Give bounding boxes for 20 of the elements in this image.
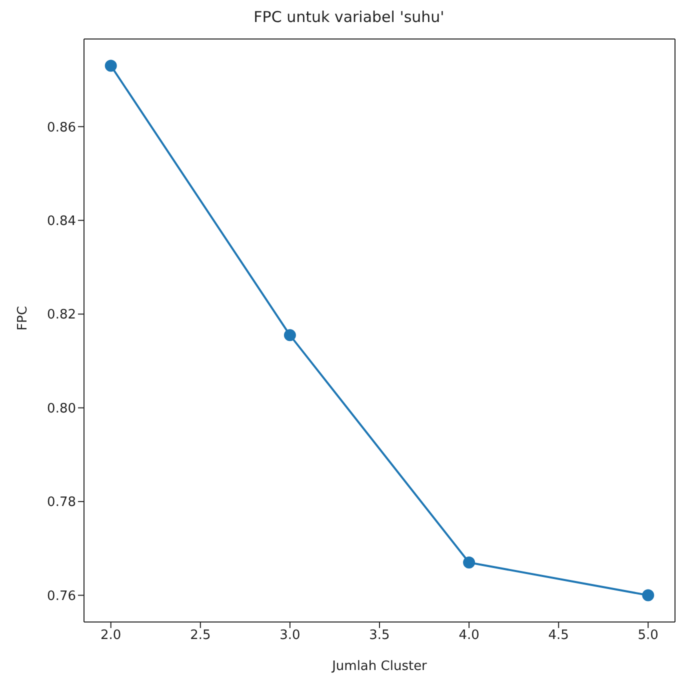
y-tick-label: 0.76: [47, 588, 76, 604]
x-tick-label: 2.5: [190, 628, 211, 644]
chart-title: FPC untuk variabel 'suhu': [252, 8, 446, 28]
y-tick-label: 0.82: [47, 308, 76, 323]
y-tick-label: 0.86: [47, 120, 76, 136]
y-tick-label: 0.80: [47, 401, 76, 416]
point: [284, 329, 296, 342]
y-tick-label: 0.78: [47, 495, 76, 510]
x-tick-label: 3.0: [280, 628, 300, 644]
x-tick-label: 3.5: [369, 628, 390, 644]
x-tick-label: 5.0: [638, 628, 658, 644]
x-axis-title: Jumlah Cluster: [331, 659, 428, 674]
point: [642, 589, 654, 602]
y-axis-title: FPC: [16, 306, 31, 330]
y-tick-label: 0.84: [47, 214, 76, 229]
x-tick-label: 4.0: [458, 628, 480, 644]
point: [104, 60, 117, 72]
point: [463, 556, 476, 568]
x-tick-label: 2.0: [100, 628, 122, 644]
x-tick-label: 4.5: [548, 628, 569, 644]
